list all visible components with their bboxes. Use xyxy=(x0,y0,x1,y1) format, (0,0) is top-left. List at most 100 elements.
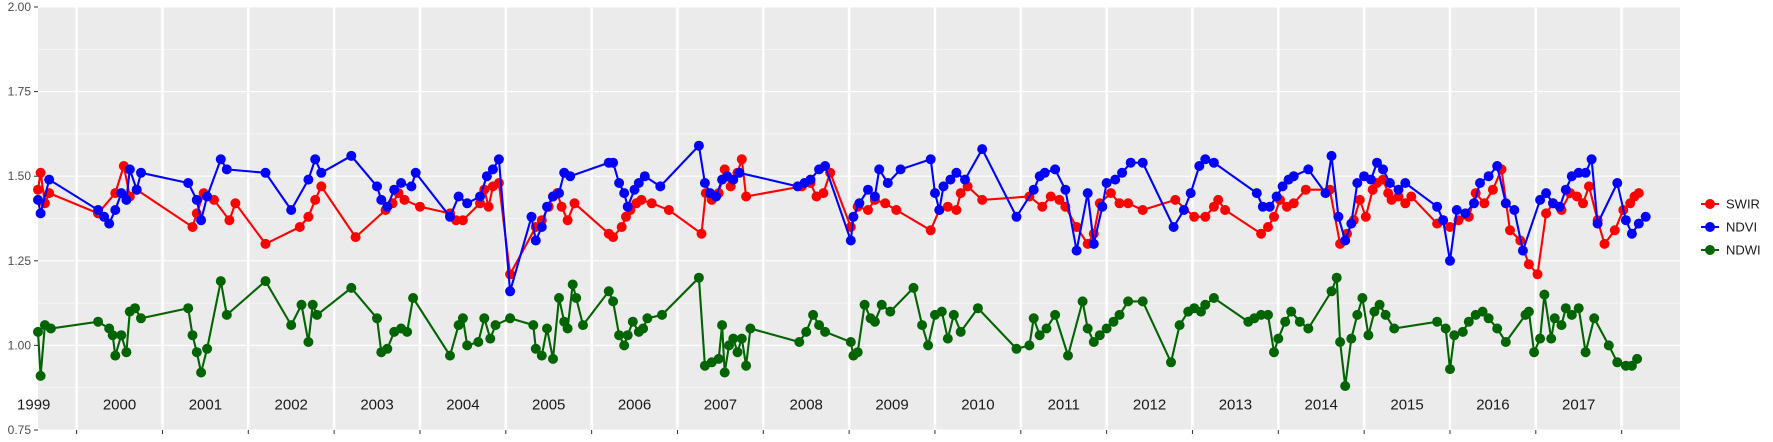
ndwi-point xyxy=(121,347,132,358)
ndvi-point xyxy=(33,194,43,205)
ndvi-point xyxy=(1460,208,1471,219)
year-label: 2004 xyxy=(446,397,479,414)
ndvi-point xyxy=(1432,201,1443,212)
ndwi-point xyxy=(1580,347,1591,358)
year-label: 2014 xyxy=(1305,397,1338,414)
ndwi-point xyxy=(1094,330,1105,341)
ndwi-point xyxy=(1101,323,1112,334)
swir-point xyxy=(1406,191,1417,202)
swir-point xyxy=(483,201,494,212)
year-label: 2010 xyxy=(961,397,994,414)
year-label: 2007 xyxy=(704,397,737,414)
ndwi-point xyxy=(1028,313,1039,324)
ndvi-point xyxy=(1011,211,1022,222)
ndvi-point xyxy=(530,235,541,246)
ndwi-point xyxy=(876,299,887,310)
swir-point xyxy=(1400,198,1411,209)
ndwi-point xyxy=(1088,337,1099,347)
ndvi-point xyxy=(1088,238,1099,249)
swir-point xyxy=(457,215,468,226)
ndwi-point xyxy=(296,299,307,310)
swir-point xyxy=(556,201,567,212)
swir-point xyxy=(230,198,241,209)
swir-point xyxy=(925,225,936,236)
ndvi-point xyxy=(1257,201,1268,212)
ndwi-point xyxy=(260,276,271,287)
ndvi-point xyxy=(863,184,873,195)
ndvi-point xyxy=(131,184,142,195)
swir-point xyxy=(415,201,425,212)
ndwi-point xyxy=(528,320,539,331)
ndwi-point xyxy=(1273,333,1284,344)
ndwi-point xyxy=(536,350,547,361)
ndvi-point xyxy=(1483,171,1494,182)
swir-point xyxy=(1541,208,1552,219)
ndvi-point xyxy=(542,201,552,212)
swir-point xyxy=(1288,198,1299,209)
ndwi-point xyxy=(215,276,226,287)
ndvi-point xyxy=(938,181,949,192)
ndwi-point xyxy=(869,316,880,327)
ndvi-point xyxy=(925,154,936,165)
ndvi-point xyxy=(346,150,357,161)
swir-point xyxy=(663,205,674,215)
swir-point xyxy=(1532,269,1543,280)
year-label: 2011 xyxy=(1048,397,1080,414)
ndvi-point xyxy=(1326,150,1337,161)
ndwi-point xyxy=(814,320,825,331)
legend-key-dot-swir xyxy=(1705,199,1715,209)
ndvi-point xyxy=(260,167,271,178)
swir-point xyxy=(1045,191,1056,202)
ndvi-point xyxy=(614,178,625,188)
ndvi-point xyxy=(1451,205,1462,215)
ndwi-point xyxy=(1034,330,1045,341)
swir-point xyxy=(880,198,891,209)
ndwi-point xyxy=(622,330,633,341)
ndwi-point xyxy=(473,337,484,347)
ndwi-point xyxy=(1566,309,1577,320)
ndvi-point xyxy=(1517,245,1528,256)
legend-key-dot-ndvi xyxy=(1705,222,1715,232)
ndvi-point xyxy=(487,164,498,175)
ndvi-point xyxy=(805,174,816,185)
ndwi-point xyxy=(1263,309,1273,320)
swir-point xyxy=(1114,198,1125,209)
ndvi-point xyxy=(1393,184,1404,195)
ndwi-point xyxy=(1326,286,1337,297)
swir-point xyxy=(33,184,43,195)
ndvi-point xyxy=(1303,164,1314,175)
year-label: 2005 xyxy=(532,397,565,414)
ndwi-point xyxy=(1108,316,1119,327)
swir-point xyxy=(1256,228,1267,239)
ndvi-point xyxy=(895,164,906,175)
ndwi-point xyxy=(885,306,896,317)
year-label: 2001 xyxy=(189,397,222,414)
year-label: 2012 xyxy=(1133,397,1166,414)
ndvi-point xyxy=(1168,222,1179,232)
swir-point xyxy=(1633,188,1644,199)
ndwi-point xyxy=(346,282,357,293)
ndwi-point xyxy=(542,323,552,334)
ndvi-point xyxy=(848,211,859,222)
ndvi-point xyxy=(1620,215,1631,226)
ndwi-point xyxy=(286,320,297,331)
swir-point xyxy=(294,222,305,232)
ndvi-point xyxy=(116,188,127,199)
ndvi-point xyxy=(453,191,464,202)
ndwi-point xyxy=(1256,309,1267,320)
ndvi-point xyxy=(481,171,492,182)
ndvi-point xyxy=(1366,174,1376,185)
ndwi-point xyxy=(1389,323,1400,334)
swir-point xyxy=(187,222,198,232)
ndwi-point xyxy=(408,293,419,303)
ndwi-point xyxy=(1077,296,1088,307)
swir-point xyxy=(1071,222,1082,232)
ndvi-point xyxy=(734,167,745,178)
ndwi-point xyxy=(1626,360,1637,371)
ndwi-point xyxy=(1114,309,1125,320)
ndvi-point xyxy=(1117,167,1128,178)
ndwi-point xyxy=(1331,272,1342,283)
ndvi-point xyxy=(1185,188,1196,199)
swir-point xyxy=(608,232,619,243)
swir-point xyxy=(1572,191,1582,202)
